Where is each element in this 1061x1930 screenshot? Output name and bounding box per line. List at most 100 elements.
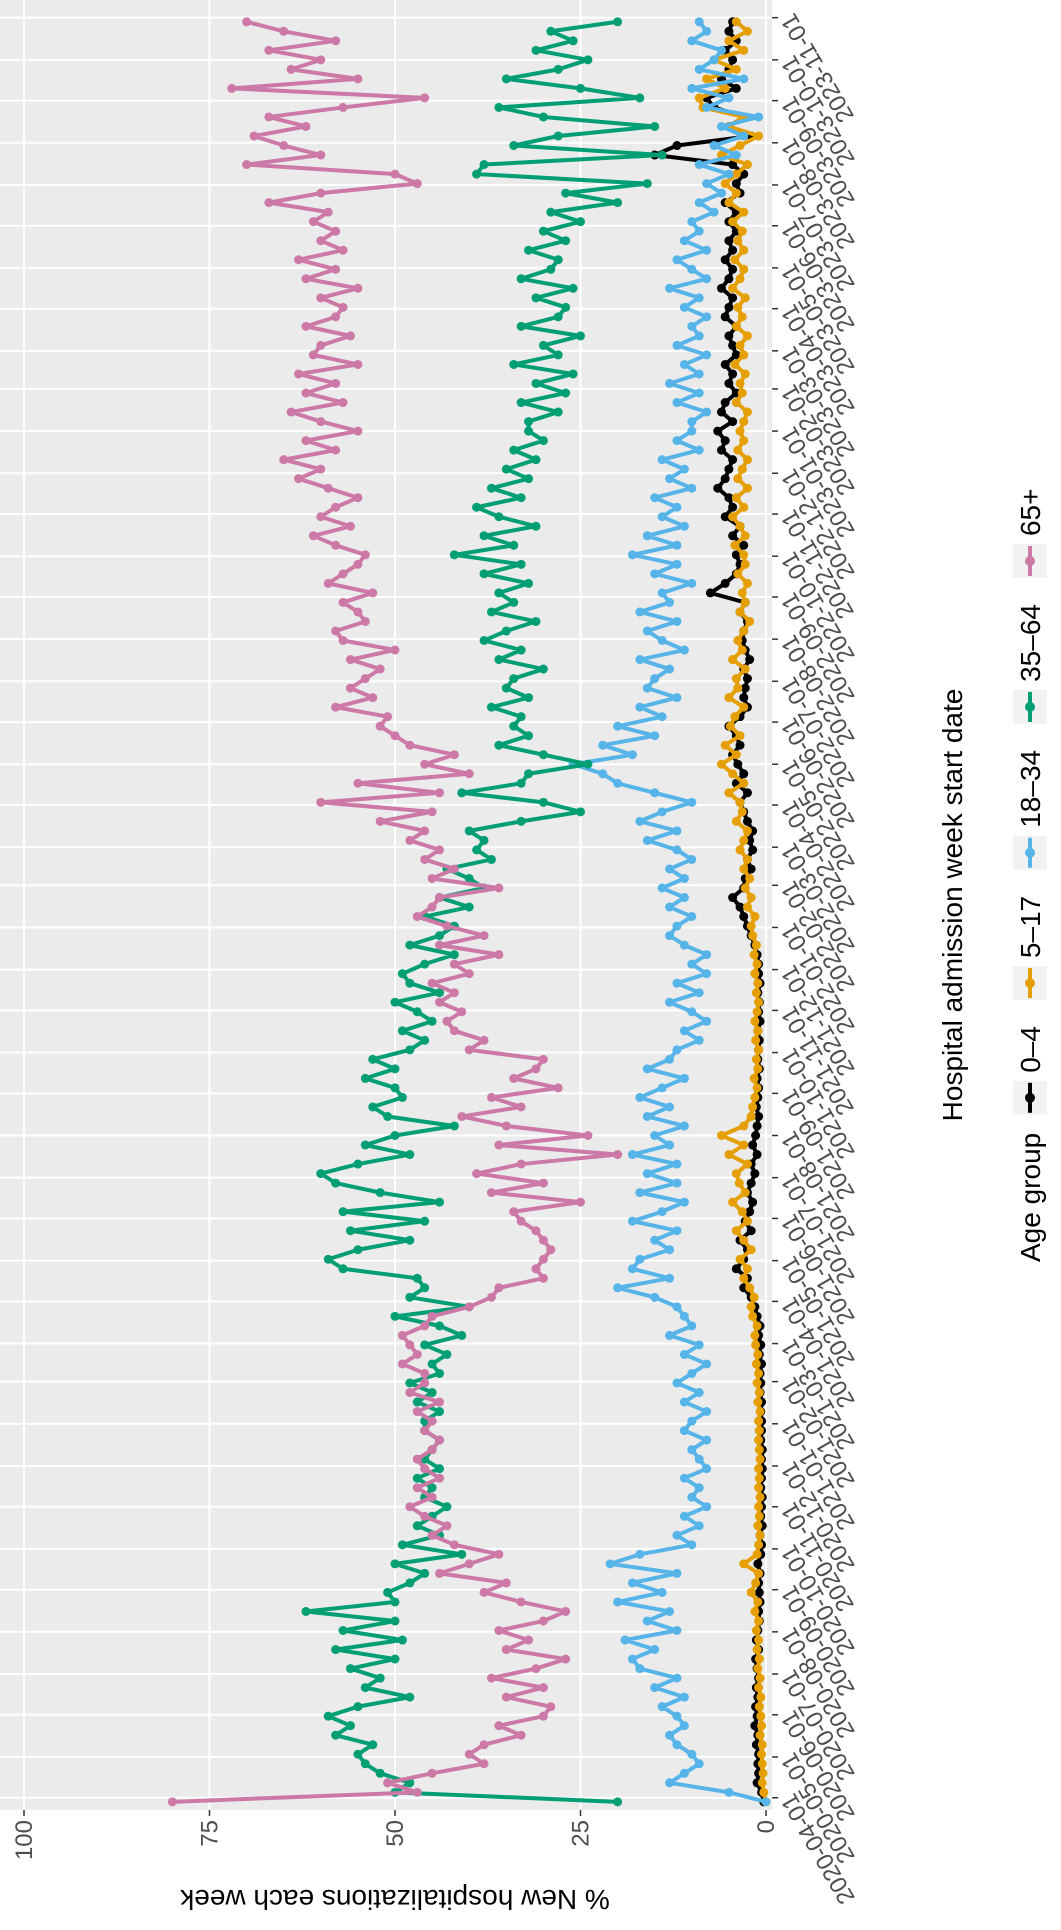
data-point	[323, 1254, 333, 1264]
data-point	[561, 388, 571, 398]
data-point	[709, 141, 719, 151]
data-point	[687, 1749, 697, 1759]
data-point	[742, 1264, 752, 1274]
data-point	[657, 1587, 667, 1597]
data-point	[353, 607, 363, 617]
data-point	[739, 74, 749, 84]
data-point	[553, 407, 563, 417]
data-point	[531, 616, 541, 626]
data-point	[242, 160, 252, 170]
data-point	[405, 978, 415, 988]
data-point	[479, 835, 489, 845]
data-point	[331, 445, 341, 455]
data-point	[435, 1473, 445, 1483]
data-point	[724, 36, 734, 46]
data-point	[553, 64, 563, 74]
panel-background	[0, 0, 772, 1810]
data-point	[412, 1454, 422, 1464]
data-point	[739, 1273, 749, 1283]
data-point	[733, 302, 743, 312]
data-point	[702, 245, 712, 255]
data-point	[665, 902, 675, 912]
data-point	[524, 426, 534, 436]
data-point	[494, 102, 504, 112]
data-point	[323, 1711, 333, 1721]
data-point	[479, 531, 489, 541]
data-point	[494, 1549, 504, 1559]
data-point	[494, 1140, 504, 1150]
data-point	[286, 407, 296, 417]
data-point	[756, 1711, 766, 1721]
data-point	[702, 950, 712, 960]
data-point	[750, 1330, 760, 1340]
data-point	[531, 45, 541, 55]
data-point	[479, 160, 489, 170]
data-point	[316, 55, 326, 65]
data-point	[405, 1388, 415, 1398]
data-point	[672, 1302, 682, 1312]
data-point	[739, 264, 749, 274]
data-point	[733, 636, 743, 646]
data-point	[405, 1235, 415, 1245]
data-point	[516, 1597, 526, 1607]
data-point	[650, 1645, 660, 1655]
data-point	[752, 1645, 762, 1655]
data-point	[301, 388, 311, 398]
data-point	[420, 1283, 430, 1293]
data-point	[687, 83, 697, 93]
data-point	[390, 997, 400, 1007]
data-point	[353, 359, 363, 369]
data-point	[735, 740, 745, 750]
data-point	[323, 578, 333, 588]
data-point	[672, 845, 682, 855]
data-point	[405, 1578, 415, 1588]
data-point	[746, 1111, 756, 1121]
data-point	[750, 969, 760, 979]
data-point	[427, 978, 437, 988]
data-point	[390, 1130, 400, 1140]
data-point	[702, 102, 712, 112]
data-point	[561, 302, 571, 312]
data-point	[731, 150, 741, 160]
data-point	[742, 26, 752, 36]
data-point	[427, 1492, 437, 1502]
data-point	[516, 1730, 526, 1740]
data-point	[375, 1768, 385, 1778]
data-point	[751, 940, 761, 950]
data-point	[360, 1140, 370, 1150]
data-point	[672, 559, 682, 569]
rotated-plot: Hospital admission week start date % New…	[0, 0, 1047, 1915]
data-point	[716, 188, 726, 198]
data-point	[665, 1330, 675, 1340]
data-point	[742, 160, 752, 170]
data-point	[405, 1150, 415, 1160]
data-point	[750, 1016, 760, 1026]
data-point	[583, 55, 593, 65]
data-point	[728, 293, 738, 303]
data-point	[561, 1654, 571, 1664]
data-point	[702, 274, 712, 284]
data-point	[427, 1388, 437, 1398]
data-point	[731, 1169, 741, 1179]
data-point	[757, 1749, 767, 1759]
data-point	[752, 1549, 762, 1559]
data-point	[509, 540, 519, 550]
data-point	[731, 674, 741, 684]
data-point	[635, 1254, 645, 1264]
data-point	[665, 1245, 675, 1255]
data-point	[739, 131, 749, 141]
data-point	[687, 1492, 697, 1502]
data-point	[494, 588, 504, 598]
data-point	[702, 969, 712, 979]
data-point	[672, 921, 682, 931]
data-point	[427, 1768, 437, 1778]
data-point	[731, 321, 741, 331]
data-point	[739, 1121, 749, 1131]
data-point	[750, 1721, 760, 1731]
data-point	[731, 493, 741, 503]
data-point	[720, 740, 730, 750]
data-point	[672, 1226, 682, 1236]
data-point	[479, 569, 489, 579]
data-point	[345, 683, 355, 693]
